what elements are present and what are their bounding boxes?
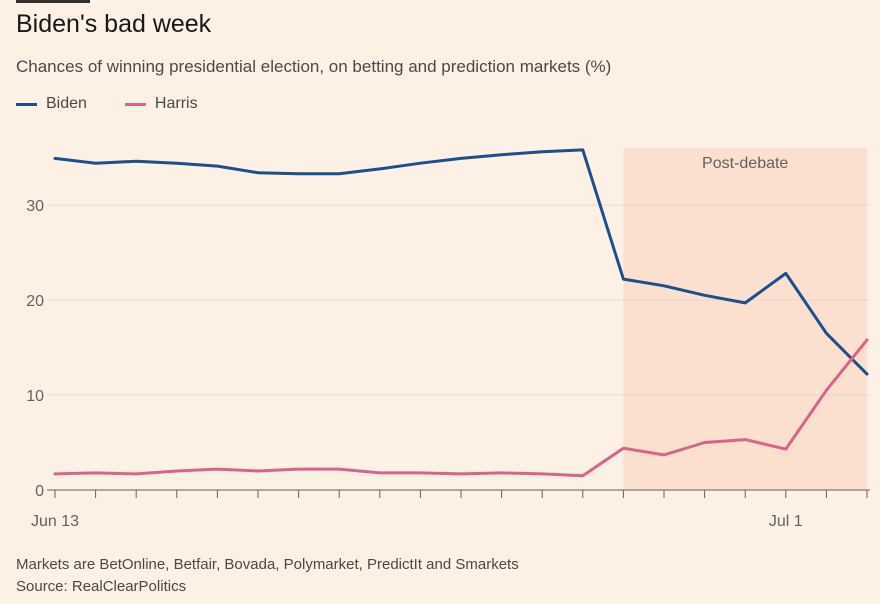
shaded-region-label: Post-debate <box>702 155 788 172</box>
legend-swatch-harris <box>124 102 146 106</box>
chart-subtitle: Chances of winning presidential election… <box>16 57 612 76</box>
source-note: Source: RealClearPolitics <box>16 578 187 595</box>
y-tick-label: 10 <box>26 388 44 405</box>
series-line-harris <box>53 338 869 478</box>
legend-item-biden: Biden <box>16 95 87 113</box>
legend-swatch-biden <box>16 102 37 106</box>
legend: Biden Harris <box>16 95 236 113</box>
markets-note: Markets are BetOnline, Betfair, Bovada, … <box>16 556 519 573</box>
series-line-biden <box>53 148 869 376</box>
x-tick-label: Jun 13 <box>31 513 79 530</box>
legend-item-harris: Harris <box>124 95 198 113</box>
y-tick-label: 30 <box>26 198 44 215</box>
x-tick-label: Jul 1 <box>769 513 803 530</box>
y-tick-label: 20 <box>26 293 44 310</box>
legend-label-biden: Biden <box>46 95 87 112</box>
brand-bar <box>16 0 90 3</box>
legend-label-harris: Harris <box>154 95 198 112</box>
y-tick-label: 0 <box>35 483 44 500</box>
chart-title: Biden's bad week <box>16 10 212 38</box>
